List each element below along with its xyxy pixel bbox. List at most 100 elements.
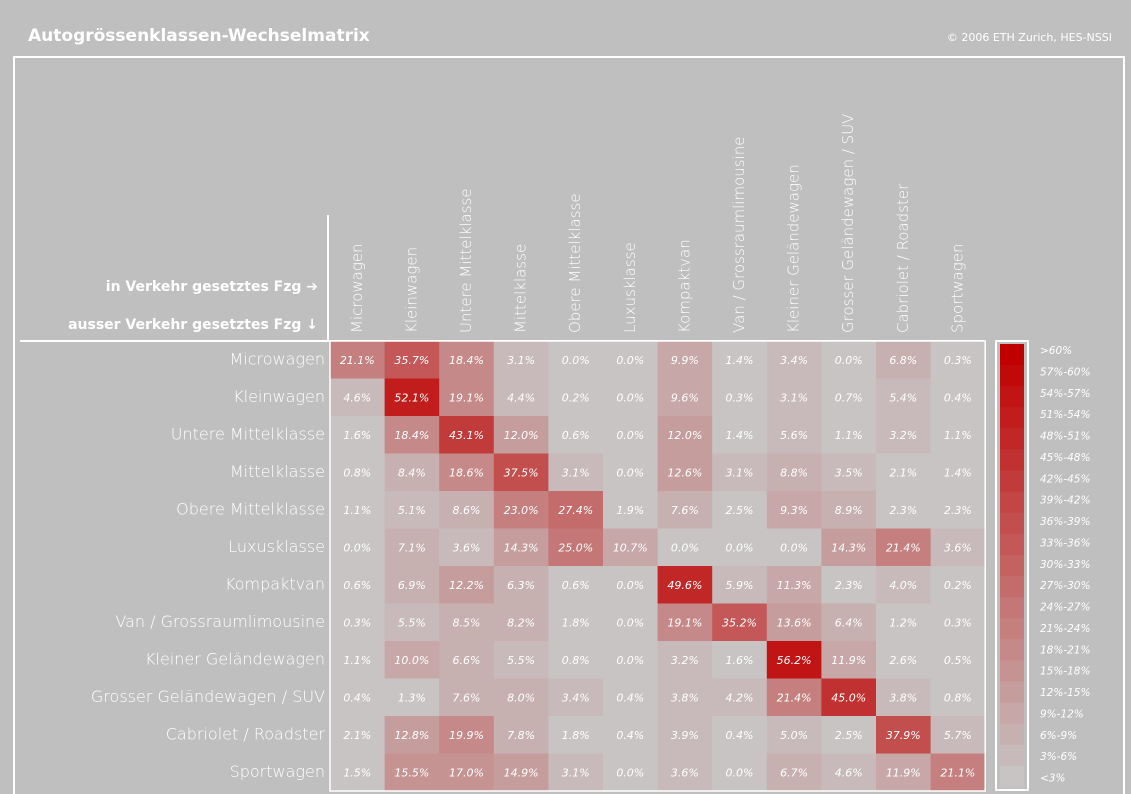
cell	[548, 416, 604, 454]
cell	[603, 566, 659, 604]
legend-swatch	[1000, 597, 1024, 619]
cell	[384, 416, 440, 454]
cell	[766, 491, 822, 529]
cell	[439, 716, 495, 754]
cell-label: 6.7%	[780, 766, 808, 779]
cell-label: 3.6%	[453, 541, 481, 554]
credit: © 2006 ETH Zurich, HES-NSSI	[947, 31, 1112, 44]
cell-label: 7.6%	[453, 691, 481, 704]
column-label: Obere Mittelklasse	[566, 193, 584, 333]
cell	[821, 453, 877, 492]
cell-label: 0.6%	[343, 579, 371, 592]
cell-label: 3.4%	[562, 691, 590, 704]
cell-label: 0.0%	[616, 466, 644, 479]
row-label: Kompaktvan	[225, 574, 325, 593]
cell	[930, 528, 986, 567]
cell	[930, 603, 986, 642]
cell-label: 0.0%	[835, 354, 863, 367]
cell-label: 9.6%	[671, 391, 699, 404]
cell	[712, 753, 768, 792]
cell-label: 1.8%	[562, 729, 590, 742]
cell-label: 0.0%	[780, 541, 808, 554]
cell-label: 11.3%	[777, 579, 812, 592]
cell	[876, 453, 932, 492]
cell	[330, 341, 386, 379]
column-label: Sportwagen	[948, 244, 966, 333]
cell-label: 45.0%	[831, 691, 866, 704]
cell	[821, 416, 877, 454]
legend-box	[995, 340, 1029, 791]
cell	[603, 753, 659, 792]
cell	[548, 528, 604, 567]
row-label: Luxusklasse	[228, 537, 325, 556]
cell-label: 4.6%	[835, 766, 863, 779]
cell	[657, 753, 713, 792]
cell	[657, 453, 713, 492]
cell-label: 3.8%	[889, 691, 917, 704]
cell	[930, 641, 986, 679]
cell	[603, 453, 659, 492]
cell	[657, 603, 713, 642]
row-label: Van / Grossraumlimousine	[115, 612, 325, 631]
cell	[439, 603, 495, 642]
cell	[384, 378, 440, 417]
column-label: Kompaktvan	[675, 239, 693, 333]
cell-label: 1.4%	[726, 429, 754, 442]
cell-label: 10.7%	[613, 541, 648, 554]
cell	[493, 416, 549, 454]
cell	[384, 753, 440, 792]
cell-label: 18.6%	[449, 466, 484, 479]
cell	[657, 566, 713, 604]
cell	[766, 341, 822, 379]
cell-label: 14.3%	[831, 541, 866, 554]
cell	[330, 528, 386, 567]
cell-label: 1.3%	[398, 691, 426, 704]
cell-label: 27.4%	[558, 504, 593, 517]
cell-label: 5.1%	[398, 504, 426, 517]
cell-label: 4.2%	[726, 691, 754, 704]
cell-label: 0.3%	[726, 391, 754, 404]
cell	[712, 641, 768, 679]
legend-label: 42%-45%	[1040, 473, 1090, 485]
cell	[712, 603, 768, 642]
cell-label: 0.8%	[343, 466, 371, 479]
cell-label: 3.1%	[562, 466, 590, 479]
legend-swatch	[1000, 576, 1024, 598]
cell-label: 0.8%	[944, 691, 972, 704]
cell-label: 2.3%	[835, 579, 863, 592]
cell-label: 35.7%	[394, 354, 429, 367]
cell-label: 9.3%	[780, 504, 808, 517]
legend-swatch	[1000, 344, 1024, 366]
cell	[930, 416, 986, 454]
cell-label: 19.1%	[667, 616, 702, 629]
legend-swatch	[1000, 512, 1024, 535]
cell-label: 3.6%	[671, 766, 699, 779]
cell-label: 4.4%	[507, 391, 535, 404]
cell-label: 7.1%	[398, 541, 426, 554]
cell-label: 8.5%	[453, 616, 481, 629]
frame	[13, 56, 1125, 794]
cell-label: 1.5%	[343, 766, 371, 779]
column-label: Microwagen	[348, 243, 366, 333]
cell-label: 12.0%	[504, 429, 539, 442]
cell	[603, 641, 659, 679]
cell-label: 6.6%	[453, 654, 481, 667]
cell	[712, 378, 768, 417]
cell-label: 43.1%	[449, 429, 484, 442]
cell-label: 12.8%	[394, 729, 429, 742]
chart-title: Autogrössenklassen-Wechselmatrix	[28, 26, 370, 46]
cell-label: 9.9%	[671, 354, 699, 367]
column-label: Van / Grossraumlimousine	[730, 137, 748, 333]
cell	[876, 678, 932, 717]
row-label: Cabriolet / Roadster	[166, 724, 326, 743]
cell	[493, 566, 549, 604]
cell	[330, 491, 386, 529]
cell-label: 14.9%	[504, 766, 539, 779]
cell-label: 0.0%	[616, 579, 644, 592]
cell-label: 8.9%	[835, 504, 863, 517]
legend-swatch	[1000, 365, 1024, 387]
cell	[384, 528, 440, 567]
cell-label: 21.1%	[940, 766, 975, 779]
cell	[548, 453, 604, 492]
